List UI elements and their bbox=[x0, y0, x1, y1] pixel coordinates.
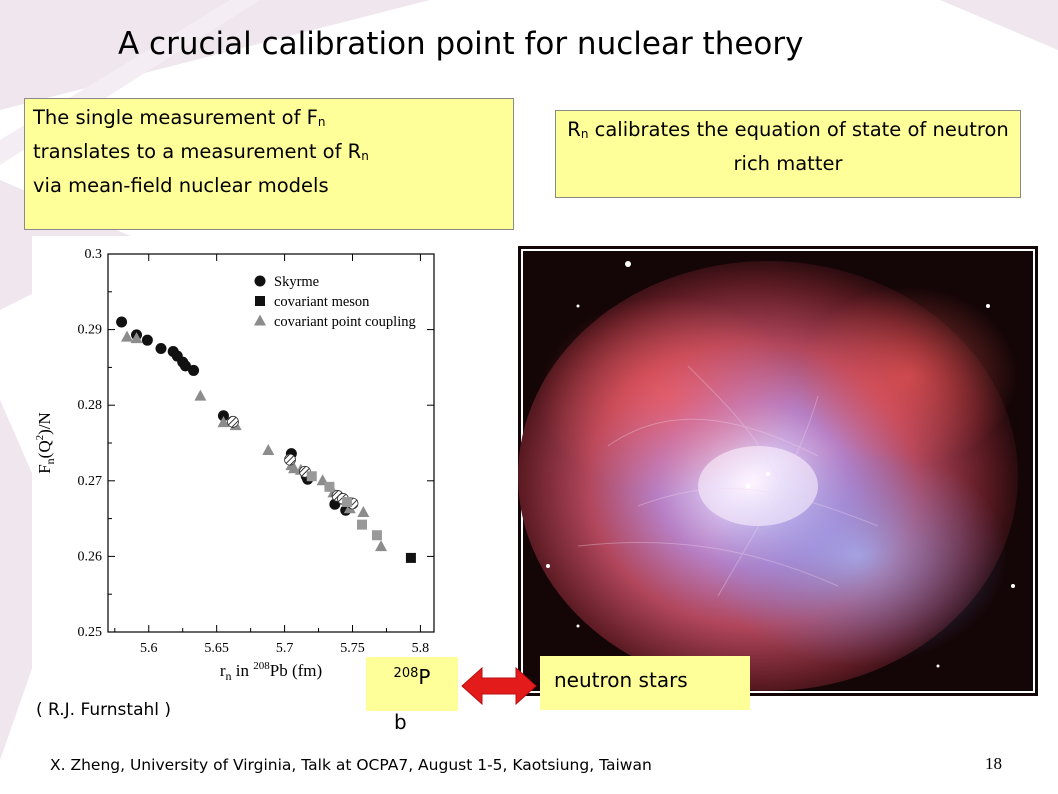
crab-nebula-photo bbox=[518, 246, 1038, 696]
data-point-triangle bbox=[130, 332, 143, 344]
pb208-symbol-wrap: b bbox=[394, 710, 407, 734]
box-left-line1-sub: n bbox=[317, 115, 326, 129]
data-point-triangle bbox=[262, 444, 275, 456]
data-point-gray-square bbox=[371, 530, 382, 541]
box-left-line2-sub: n bbox=[361, 149, 369, 163]
legend-label: covariant meson bbox=[274, 294, 370, 310]
box-right-post: calibrates the equation of state of neut… bbox=[588, 118, 1009, 175]
legend-label: Skyrme bbox=[274, 274, 319, 290]
y-tick-label: 0.3 bbox=[85, 247, 103, 262]
x-tick-label: 5.65 bbox=[204, 641, 229, 656]
y-tick-label: 0.29 bbox=[78, 323, 103, 338]
plot-credit: ( R.J. Furnstahl ) bbox=[36, 700, 172, 720]
y-tick-label: 0.27 bbox=[78, 474, 103, 489]
slide-title: A crucial calibration point for nuclear … bbox=[118, 26, 804, 62]
double-arrow-icon bbox=[461, 666, 537, 706]
data-point-circle bbox=[188, 364, 200, 376]
data-point-circle bbox=[116, 316, 128, 328]
data-point-circle bbox=[217, 410, 229, 422]
data-point-square bbox=[405, 552, 416, 563]
y-tick-label: 0.25 bbox=[78, 625, 103, 640]
x-tick-label: 5.75 bbox=[340, 641, 365, 656]
nebula-image bbox=[518, 246, 1038, 696]
data-point-circle bbox=[179, 360, 191, 372]
data-point-triangle bbox=[217, 416, 230, 428]
pb208-mass-number: 208 bbox=[393, 666, 419, 681]
data-point-hatched-circle bbox=[227, 415, 239, 428]
x-tick-label: 5.7 bbox=[276, 641, 294, 656]
plot-frame bbox=[107, 253, 435, 633]
x-tick-label: 5.8 bbox=[412, 641, 430, 656]
data-point-gray-square bbox=[324, 481, 335, 492]
legend-marker-circle bbox=[254, 275, 266, 287]
y-tick-label: 0.28 bbox=[78, 398, 103, 413]
scatter-plot: 5.6 5.65 5.7 5.75 5.8 0.25 0.26 0.27 0.28 0.29 0.3… bbox=[34, 247, 435, 683]
scatter-plot-panel: 5.6 5.65 5.7 5.75 5.8 0.25 0.26 0.27 0.28 0.29 0.3… bbox=[32, 236, 474, 683]
data-point-circle bbox=[155, 343, 167, 354]
box-left-line2: translates to a measurement of R bbox=[33, 140, 362, 163]
data-point-gray-square bbox=[342, 496, 353, 507]
pb208-label: 208P bbox=[366, 657, 458, 711]
x-tick-label: 5.6 bbox=[140, 641, 158, 656]
x-axis-label: rn in 208Pb (fm) bbox=[220, 660, 322, 683]
data-point-hatched-circle bbox=[284, 453, 296, 466]
footer-text: X. Zheng, University of Virginia, Talk a… bbox=[50, 756, 652, 774]
y-tick-label: 0.26 bbox=[78, 549, 103, 564]
page-number: 18 bbox=[985, 754, 1002, 773]
data-point-circle bbox=[141, 334, 153, 346]
box-left-line1: The single measurement of F bbox=[33, 106, 318, 129]
data-point-gray-square bbox=[357, 519, 368, 530]
legend-marker-triangle bbox=[254, 314, 266, 326]
data-point-gray-square bbox=[306, 471, 317, 482]
data-point-triangle bbox=[288, 462, 301, 474]
data-point-triangle bbox=[357, 506, 370, 518]
rn-calibration-box: Rn calibrates the equation of state of n… bbox=[555, 110, 1021, 198]
data-point-triangle bbox=[194, 389, 207, 401]
box-left-line3: via mean-field nuclear models bbox=[33, 174, 329, 197]
legend-label: covariant point coupling bbox=[274, 314, 416, 330]
y-axis-label: Fn(Q2)/N bbox=[34, 412, 57, 474]
data-point-triangle bbox=[121, 330, 134, 342]
data-point-triangle bbox=[375, 540, 388, 552]
neutron-stars-label: neutron stars bbox=[540, 656, 750, 710]
pb208-symbol: P bbox=[418, 665, 431, 689]
box-right-sub: n bbox=[580, 127, 589, 141]
fn-measurement-box: The single measurement of Fn translates … bbox=[24, 98, 514, 230]
box-right-pre: R bbox=[567, 118, 581, 141]
legend-marker-square bbox=[255, 296, 265, 306]
